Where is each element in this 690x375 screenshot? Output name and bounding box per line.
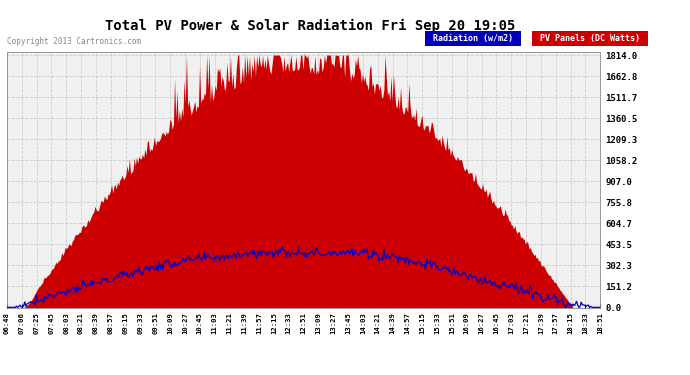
Text: PV Panels (DC Watts): PV Panels (DC Watts) [535, 34, 644, 43]
Text: Total PV Power & Solar Radiation Fri Sep 20 19:05: Total PV Power & Solar Radiation Fri Sep… [106, 19, 515, 33]
Text: Copyright 2013 Cartronics.com: Copyright 2013 Cartronics.com [7, 38, 141, 46]
Text: Radiation (w/m2): Radiation (w/m2) [428, 34, 518, 43]
